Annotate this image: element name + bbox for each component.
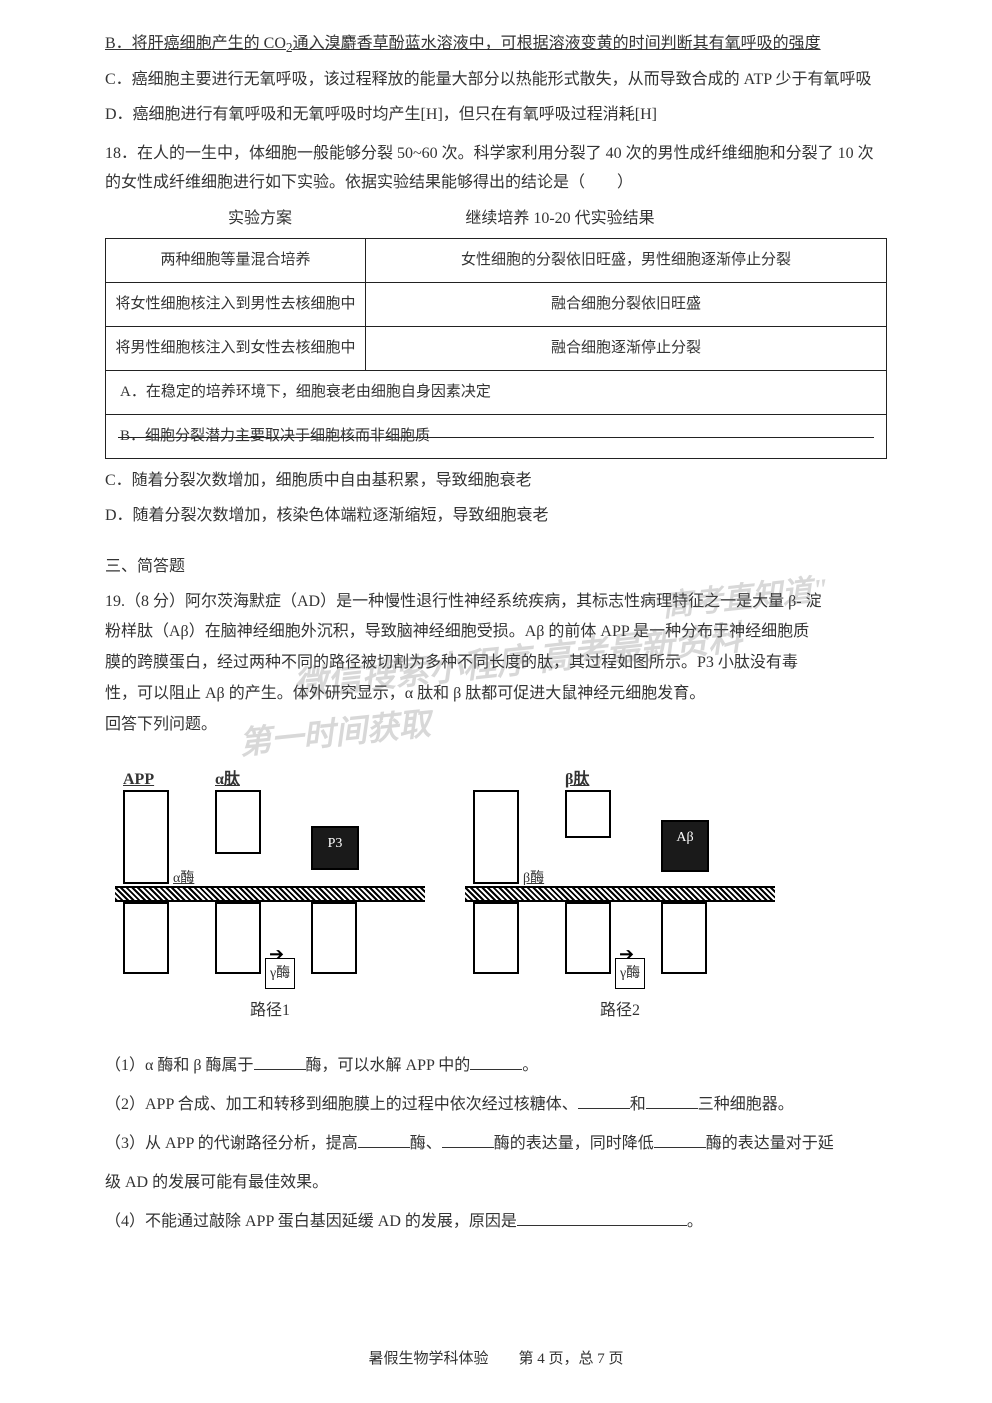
right-box-bot <box>311 902 357 974</box>
abeta-box: Aβ <box>661 820 709 872</box>
blank <box>646 1093 698 1109</box>
blank <box>442 1132 494 1148</box>
q19-sub1: （1）α 酶和 β 酶属于酶，可以水解 APP 中的。 <box>105 1048 887 1083</box>
cell-r3-l: 将男性细胞核注入到女性去核细胞中 <box>106 327 366 371</box>
table-row: 两种细胞等量混合培养 女性细胞的分裂依旧旺盛，男性细胞逐渐停止分裂 <box>106 239 887 283</box>
q19-sub2: （2）APP 合成、加工和转移到细胞膜上的过程中依次经过核糖体、和三种细胞器。 <box>105 1087 887 1122</box>
blank <box>517 1210 687 1226</box>
diagram: APP α肽 P3 α酶 ➔ ➔ γ酶 路径1 β肽 Aβ β酶 ➔ ➔ γ酶 … <box>105 766 887 1036</box>
q19-line3: 膜的跨膜蛋白，经过两种不同的路径被切割为多种不同长度的肽，其过程如图所示。P3 … <box>105 649 887 678</box>
app-box-top <box>123 790 169 884</box>
gamma-enzyme-label: γ酶 <box>265 958 295 989</box>
q19-line4: 性，可以阻止 Aβ 的产生。体外研究显示，α 肽和 β 肽都可促进大鼠神经元细胞… <box>105 680 887 709</box>
q19-sub4: （4）不能通过敲除 APP 蛋白基因延缓 AD 的发展，原因是。 <box>105 1204 887 1239</box>
path1-caption: 路径1 <box>115 997 425 1026</box>
q17-option-b: B．将肝癌细胞产生的 CO2通入溴麝香草酚蓝水溶液中，可根据溶液变黄的时间判断其… <box>105 30 887 60</box>
q19-sub3b: 级 AD 的发展可能有最佳效果。 <box>105 1165 887 1200</box>
table-header: 实验方案 继续培养 10-20 代实验结果 <box>105 205 887 234</box>
q19-sub3: （3）从 APP 的代谢路径分析，提高酶、酶的表达量，同时降低酶的表达量对于延 <box>105 1126 887 1161</box>
app-box-bot <box>123 902 169 974</box>
cell-r1-r: 女性细胞的分裂依旧旺盛，男性细胞逐渐停止分裂 <box>366 239 887 283</box>
cell-r2-r: 融合细胞分裂依旧旺盛 <box>366 283 887 327</box>
beta-pep-box <box>565 790 611 838</box>
blank <box>470 1054 522 1070</box>
q19-line5: 回答下列问题。 <box>105 711 887 740</box>
table-row: 将女性细胞核注入到男性去核细胞中 融合细胞分裂依旧旺盛 <box>106 283 887 327</box>
experiment-table: 两种细胞等量混合培养 女性细胞的分裂依旧旺盛，男性细胞逐渐停止分裂 将女性细胞核… <box>105 238 887 459</box>
path2-group: β肽 Aβ β酶 ➔ ➔ γ酶 路径2 <box>465 766 775 1026</box>
p3-box: P3 <box>311 826 359 870</box>
left-box-top <box>473 790 519 884</box>
alpha-pep-box <box>215 790 261 854</box>
q18-intro: 18．在人的一生中，体细胞一般能够分裂 50~60 次。科学家利用分裂了 40 … <box>105 140 887 198</box>
q17-optb-text: B．将肝癌细胞产生的 CO2通入溴麝香草酚蓝水溶液中，可根据溶液变黄的时间判断其… <box>105 35 821 52</box>
mid-box-bot <box>215 902 261 974</box>
page-footer: 暑假生物学科体验 第 4 页，总 7 页 <box>0 1346 992 1373</box>
l-box-bot <box>473 902 519 974</box>
q19-line1: 19.（8 分）阿尔茨海默症（AD）是一种慢性退行性神经系统疾病，其标志性病理特… <box>105 588 887 617</box>
q19-line2: 粉样肽（Aβ）在脑神经细胞外沉积，导致脑神经细胞受损。Aβ 的前体 APP 是一… <box>105 618 887 647</box>
membrane-1 <box>115 886 425 902</box>
cell-r2-l: 将女性细胞核注入到男性去核细胞中 <box>106 283 366 327</box>
membrane-2 <box>465 886 775 902</box>
q17-option-d: D．癌细胞进行有氧呼吸和无氧呼吸时均产生[H]，但只在有氧呼吸过程消耗[H] <box>105 101 887 130</box>
q17-option-c: C．癌细胞主要进行无氧呼吸，该过程释放的能量大部分以热能形式散失，从而导致合成的… <box>105 66 887 95</box>
path1-group: APP α肽 P3 α酶 ➔ ➔ γ酶 路径1 <box>115 766 425 1026</box>
cell-r1-l: 两种细胞等量混合培养 <box>106 239 366 283</box>
table-header-1: 实验方案 <box>105 205 335 234</box>
q18-option-c: C．随着分裂次数增加，细胞质中自由基积累，导致细胞衰老 <box>105 467 887 496</box>
table-row: B．细胞分裂潜力主要取决于细胞核而非细胞质 <box>106 415 887 459</box>
blank <box>358 1132 410 1148</box>
blank <box>254 1054 306 1070</box>
q18-option-a: A．在稳定的培养环境下，细胞衰老由细胞自身因素决定 <box>106 371 887 415</box>
q18-option-d: D．随着分裂次数增加，核染色体端粒逐渐缩短，导致细胞衰老 <box>105 502 887 531</box>
q18-option-b: B．细胞分裂潜力主要取决于细胞核而非细胞质 <box>106 415 887 459</box>
q19-block: 19.（8 分）阿尔茨海默症（AD）是一种慢性退行性神经系统疾病，其标志性病理特… <box>105 588 887 740</box>
table-row: A．在稳定的培养环境下，细胞衰老由细胞自身因素决定 <box>106 371 887 415</box>
path2-caption: 路径2 <box>465 997 775 1026</box>
gamma-enzyme-label-2: γ酶 <box>615 958 645 989</box>
table-row: 将男性细胞核注入到女性去核细胞中 融合细胞逐渐停止分裂 <box>106 327 887 371</box>
table-header-2: 继续培养 10-20 代实验结果 <box>335 205 685 234</box>
section-3-title: 三、简答题 <box>105 553 887 582</box>
blank <box>578 1093 630 1109</box>
cell-r3-r: 融合细胞逐渐停止分裂 <box>366 327 887 371</box>
blank <box>654 1132 706 1148</box>
r-box-bot <box>661 902 707 974</box>
m-box-bot <box>565 902 611 974</box>
